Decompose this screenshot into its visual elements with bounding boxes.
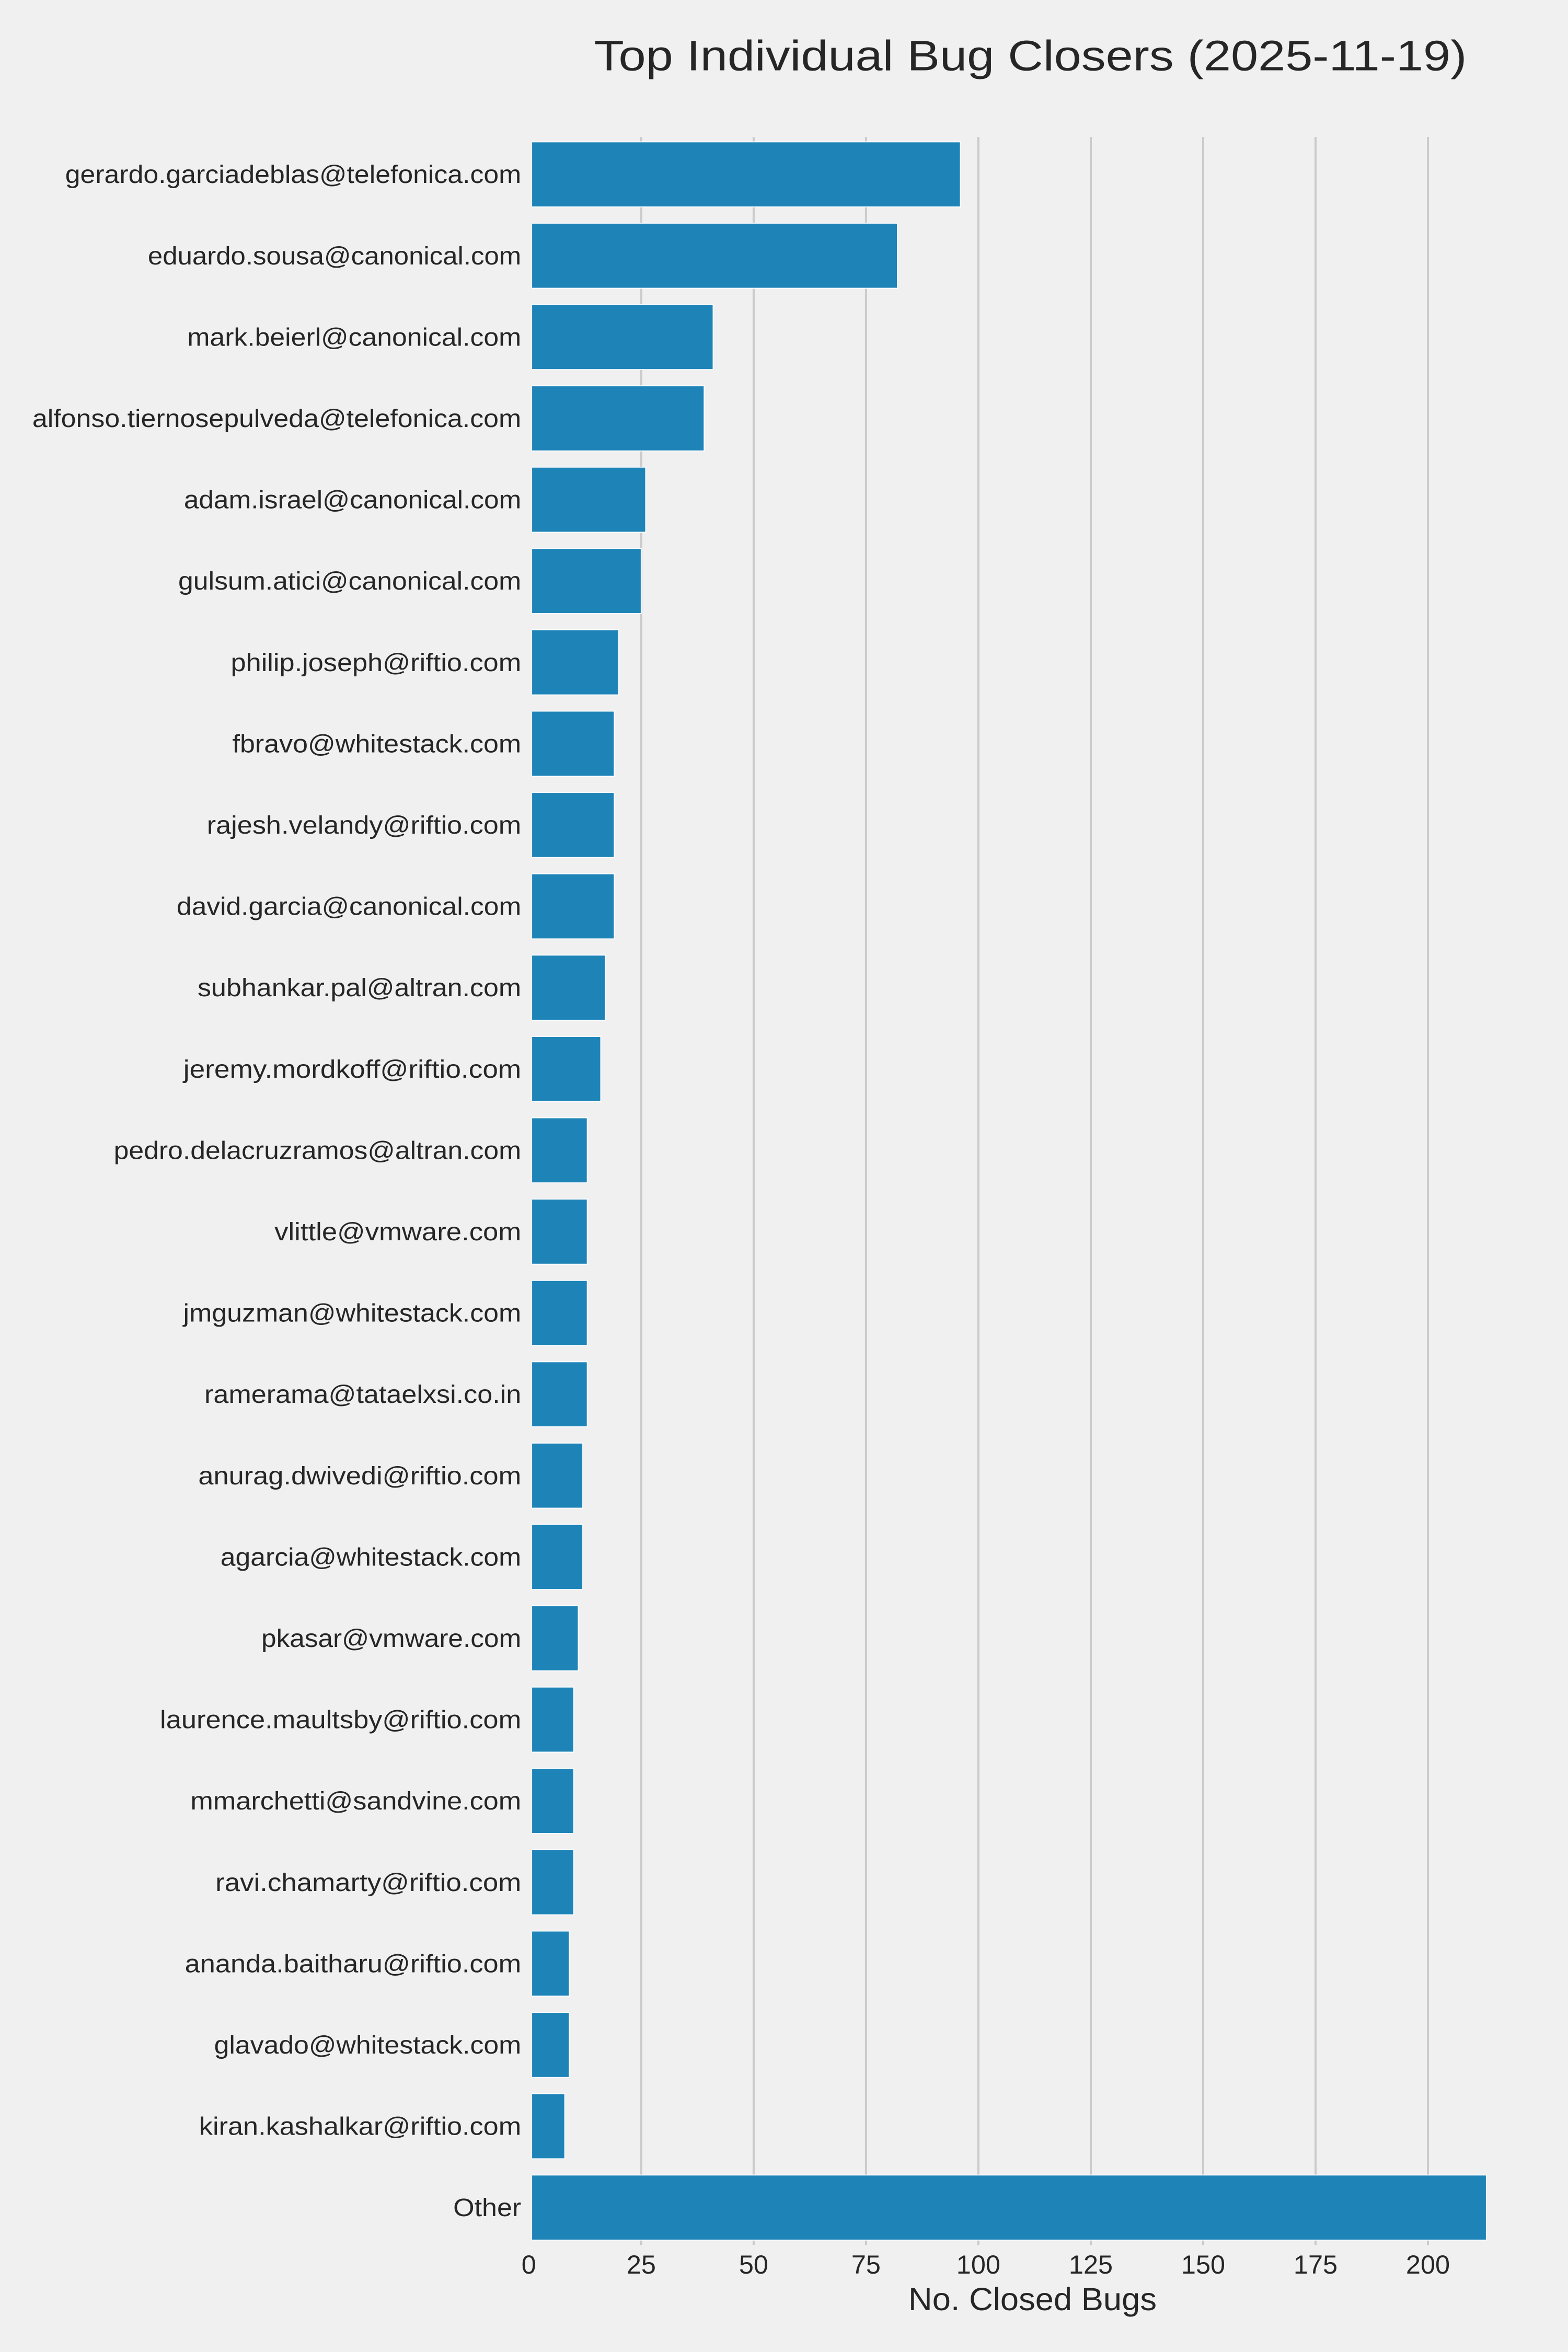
svg-text:david.garcia@canonical.com: david.garcia@canonical.com [177,893,521,921]
svg-text:fbravo@whitestack.com: fbravo@whitestack.com [233,730,522,758]
svg-text:jeremy.mordkoff@riftio.com: jeremy.mordkoff@riftio.com [182,1056,522,1083]
svg-text:200: 200 [1406,2250,1450,2279]
svg-text:mmarchetti@sandvine.com: mmarchetti@sandvine.com [190,1788,521,1815]
svg-text:175: 175 [1294,2250,1338,2279]
svg-text:0: 0 [522,2250,536,2279]
svg-text:125: 125 [1069,2250,1113,2279]
svg-text:ananda.baitharu@riftio.com: ananda.baitharu@riftio.com [185,1950,522,1978]
svg-text:eduardo.sousa@canonical.com: eduardo.sousa@canonical.com [148,243,521,270]
svg-text:75: 75 [851,2250,881,2279]
svg-text:pkasar@vmware.com: pkasar@vmware.com [261,1625,521,1653]
svg-text:Other: Other [453,2194,521,2222]
svg-text:vlittle@vmware.com: vlittle@vmware.com [274,1218,521,1246]
svg-text:agarcia@whitestack.com: agarcia@whitestack.com [221,1543,522,1571]
svg-text:anurag.dwivedi@riftio.com: anurag.dwivedi@riftio.com [198,1462,521,1490]
svg-text:laurence.maultsby@riftio.com: laurence.maultsby@riftio.com [160,1707,521,1734]
svg-text:gerardo.garciadeblas@telefonic: gerardo.garciadeblas@telefonica.com [65,161,522,189]
svg-text:25: 25 [627,2250,656,2279]
svg-text:ramerama@tataelxsi.co.in: ramerama@tataelxsi.co.in [204,1381,521,1409]
svg-text:100: 100 [956,2250,1000,2279]
svg-text:glavado@whitestack.com: glavado@whitestack.com [214,2032,522,2059]
svg-text:ravi.chamarty@riftio.com: ravi.chamarty@riftio.com [215,1869,521,1897]
svg-text:rajesh.velandy@riftio.com: rajesh.velandy@riftio.com [207,812,522,839]
svg-text:150: 150 [1181,2250,1225,2279]
svg-text:jmguzman@whitestack.com: jmguzman@whitestack.com [182,1300,521,1328]
svg-text:philip.joseph@riftio.com: philip.joseph@riftio.com [231,649,522,677]
svg-text:kiran.kashalkar@riftio.com: kiran.kashalkar@riftio.com [199,2113,521,2141]
svg-text:mark.beierl@canonical.com: mark.beierl@canonical.com [187,324,521,351]
svg-text:gulsum.atici@canonical.com: gulsum.atici@canonical.com [178,568,521,595]
svg-text:50: 50 [739,2250,768,2279]
svg-text:pedro.delacruzramos@altran.com: pedro.delacruzramos@altran.com [114,1137,522,1165]
svg-text:alfonso.tiernosepulveda@telefo: alfonso.tiernosepulveda@telefonica.com [32,405,521,433]
svg-text:adam.israel@canonical.com: adam.israel@canonical.com [184,487,521,514]
svg-text:subhankar.pal@altran.com: subhankar.pal@altran.com [198,974,521,1002]
svg-text:No. Closed Bugs: No. Closed Bugs [908,2281,1157,2318]
svg-text:Top Individual Bug Closers (20: Top Individual Bug Closers (2025-11-19) [594,32,1467,80]
